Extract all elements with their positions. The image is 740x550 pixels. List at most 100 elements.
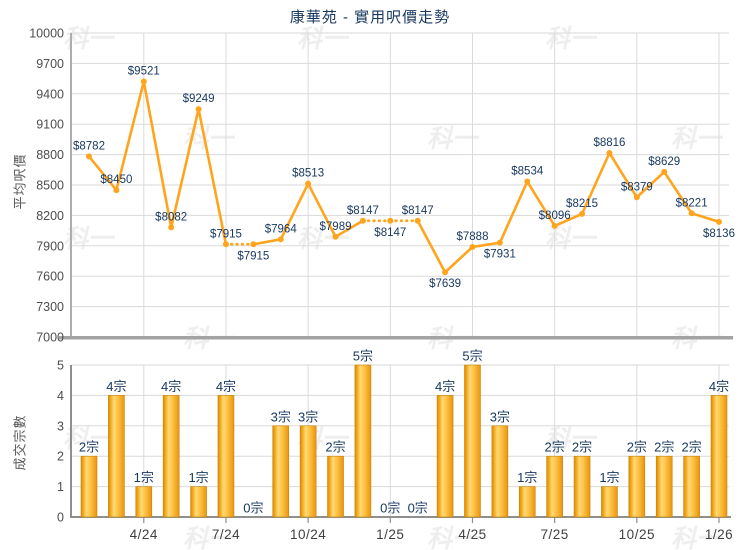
price-point-marker [332, 233, 339, 240]
price-line-segment [416, 220, 447, 273]
bar-count-label: 1宗 [517, 470, 537, 485]
price-value-label: $7915 [210, 228, 242, 240]
bar-count-label: 2宗 [325, 440, 345, 455]
price-point-marker [633, 194, 640, 201]
price-x-axis [59, 336, 733, 340]
price-value-label: $8379 [621, 181, 653, 193]
price-value-label: $7964 [265, 223, 298, 235]
transaction-bar [518, 486, 536, 518]
bar-count-label: 4宗 [709, 379, 729, 394]
count-tick-label: 3 [57, 419, 64, 433]
price-line-segment [608, 152, 638, 198]
price-point-marker [661, 168, 668, 175]
bar-labels: 2宗 4宗 1宗 4宗 1宗 4宗 0宗 3宗 3宗 2宗 5宗 0宗 0宗 4宗 5宗 3宗 1宗 2宗 2宗 1宗… [79, 349, 729, 516]
bar-count-label: 2宗 [681, 440, 701, 455]
price-markers [86, 78, 722, 276]
price-line-segment [444, 246, 474, 274]
x-tick-label: 10/24 [290, 527, 326, 542]
transaction-bar [436, 395, 454, 518]
count-tick-label: 5 [57, 359, 64, 373]
x-tick-label: 1/25 [376, 527, 404, 542]
price-value-label: $8534 [511, 166, 544, 178]
transaction-bar [135, 486, 153, 518]
bar-count-label: 4宗 [216, 379, 236, 394]
bar-count-label: 2宗 [79, 440, 99, 455]
price-tick-label: 7900 [36, 239, 64, 253]
bar-count-label: 3宗 [298, 409, 318, 424]
transaction-bar [655, 455, 673, 518]
price-point-marker [222, 241, 229, 248]
price-point-marker [168, 224, 175, 231]
transaction-bar [546, 455, 563, 518]
bar-count-label: 1宗 [188, 470, 208, 485]
bar-count-label: 1宗 [599, 470, 619, 485]
transaction-bar [464, 364, 481, 518]
bar-count-label: 3宗 [490, 409, 510, 424]
price-line-segment [253, 238, 281, 246]
price-point-marker [524, 178, 531, 185]
price-value-label: $8096 [539, 210, 571, 222]
transaction-bar [573, 455, 591, 518]
price-line-segment [334, 219, 364, 238]
price-value-label: $8450 [100, 174, 132, 186]
price-value-label: $8513 [292, 168, 324, 180]
price-value-label: $9521 [128, 66, 160, 78]
price-line-segment [87, 155, 118, 191]
bar-count-label: 4宗 [435, 379, 455, 394]
price-line-segment [472, 241, 501, 249]
price-point-marker [305, 180, 312, 187]
price-point-marker [579, 210, 586, 217]
price-tick-label: 7000 [36, 331, 64, 345]
transaction-bar [299, 425, 317, 518]
price-value-label: $8221 [676, 197, 708, 209]
bar-count-label: 4宗 [106, 379, 126, 394]
transaction-bar [217, 395, 235, 518]
transaction-bar [190, 486, 207, 518]
price-line-segment [663, 171, 693, 214]
price-tick-label: 7600 [36, 270, 64, 284]
price-value-label: $8816 [593, 137, 625, 149]
price-line-segment [498, 181, 529, 244]
bar-count-label: 2宗 [627, 440, 647, 455]
count-tick-label: 1 [57, 480, 64, 494]
x-tick-label: 4/24 [130, 527, 158, 542]
price-value-label: $8147 [347, 205, 379, 217]
x-tick-labels: 4/24 7/24 10/24 1/25 4/25 7/25 10/25 1/26 [130, 527, 733, 542]
price-value-label: $7931 [484, 249, 516, 261]
price-tick-label: 9400 [36, 87, 64, 101]
axes [59, 33, 733, 523]
transaction-bars [80, 364, 728, 518]
price-point-marker [688, 210, 695, 217]
price-point-marker [442, 269, 449, 276]
chart-title: 康華苑 - 實用呎價走勢 [289, 9, 451, 26]
transaction-bar [327, 455, 344, 518]
price-value-label: $8629 [648, 156, 680, 168]
bar-count-label: 5宗 [353, 349, 373, 364]
price-point-marker [113, 187, 120, 194]
transaction-bar [162, 395, 180, 518]
transaction-bar [354, 364, 372, 518]
price-point-marker [469, 244, 476, 251]
price-line-segment [580, 152, 611, 215]
price-line-series [87, 81, 720, 274]
price-point-marker [716, 218, 722, 225]
price-value-label: $7915 [237, 250, 269, 262]
price-point-marker [496, 239, 503, 246]
price-line-segment [115, 81, 146, 191]
transaction-bar [491, 425, 509, 518]
price-value-label: $8136 [703, 228, 735, 240]
transaction-bar [683, 455, 700, 518]
price-point-marker [606, 149, 613, 156]
price-point-marker [277, 236, 284, 243]
transaction-bar [601, 486, 618, 518]
price-point-marker [414, 217, 421, 224]
price-tick-label: 8200 [36, 209, 64, 223]
price-line-segment [279, 183, 310, 240]
price-point-marker [250, 241, 257, 248]
price-tick-label: 9700 [36, 57, 64, 71]
x-tick-label: 7/24 [212, 527, 240, 542]
count-tick-label: 4 [57, 389, 64, 403]
price-value-label: $8215 [566, 198, 598, 210]
